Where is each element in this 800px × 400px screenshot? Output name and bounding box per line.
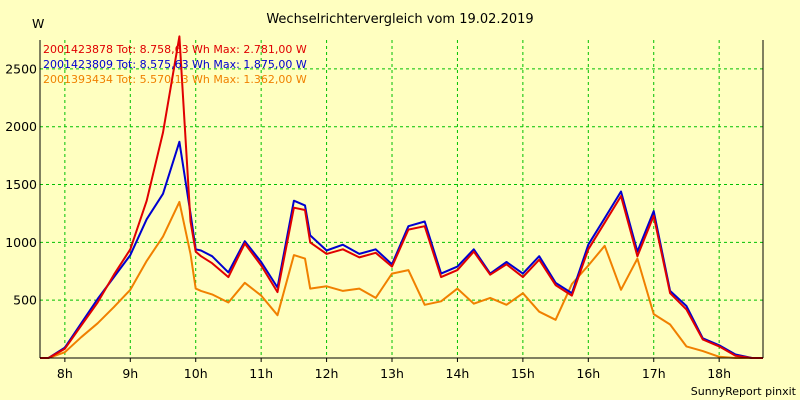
axes [39, 40, 764, 362]
series-lines [40, 35, 763, 359]
y-tick-label: 500 [13, 293, 37, 308]
x-tick-label: 11h [249, 366, 273, 381]
x-tick-label: 13h [380, 366, 404, 381]
y-tick-label: 2500 [5, 61, 37, 76]
x-tick-label: 16h [576, 366, 600, 381]
y-axis-label: W [32, 16, 44, 31]
x-tick-label: 10h [184, 366, 208, 381]
legend: 2001423878 Tot: 8.758,63 Wh Max: 2.781,0… [43, 43, 307, 86]
footer-text: SunnyReport pinxit [691, 385, 797, 398]
y-tick-label: 2000 [5, 119, 37, 134]
x-tick-label: 14h [446, 366, 470, 381]
x-tick-label: 8h [57, 366, 73, 381]
series-line-0 [40, 35, 763, 359]
x-tick-label: 9h [122, 366, 138, 381]
x-tick-label: 17h [642, 366, 666, 381]
legend-entry-0: 2001423878 Tot: 8.758,63 Wh Max: 2.781,0… [43, 43, 307, 56]
legend-entry-1: 2001423809 Tot: 8.575,63 Wh Max: 1.875,0… [43, 58, 307, 71]
tick-labels: 8h 9h 10h 11h 12h 13h 14h 15h 16h 17h 18h 500 1000 15… [5, 61, 731, 381]
x-tick-label: 15h [511, 366, 535, 381]
series-line-2 [40, 200, 763, 359]
x-tick-label: 18h [707, 366, 731, 381]
grid-lines [40, 40, 763, 358]
y-tick-label: 1500 [5, 177, 37, 192]
chart-title: Wechselrichtervergleich vom 19.02.2019 [266, 12, 533, 27]
series-line-1 [40, 140, 763, 359]
y-tick-label: 1000 [5, 235, 37, 250]
x-tick-label: 12h [315, 366, 339, 381]
legend-entry-2: 2001393434 Tot: 5.570,13 Wh Max: 1.362,0… [43, 73, 307, 86]
